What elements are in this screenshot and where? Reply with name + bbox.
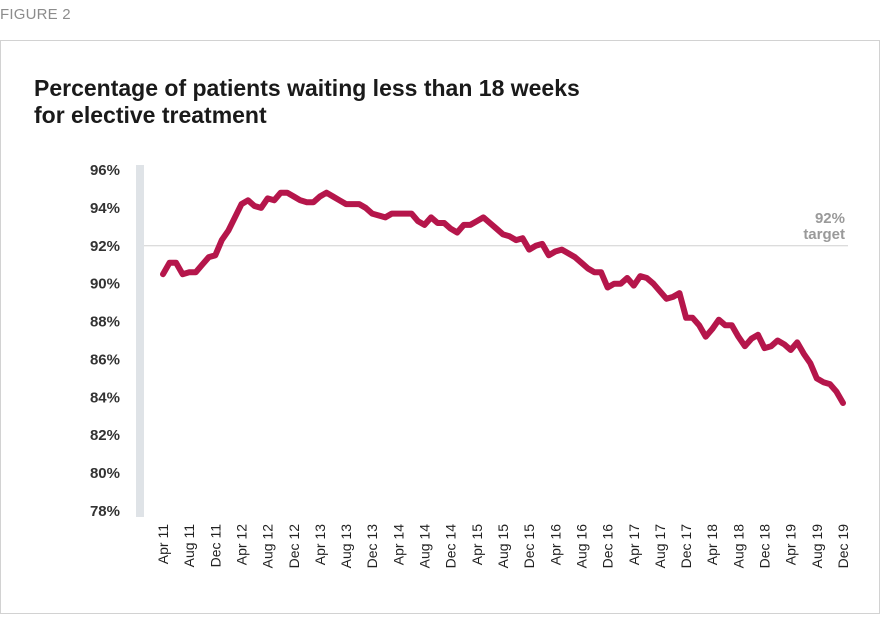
chart-title: Percentage of patients waiting less than… — [34, 75, 674, 129]
y-axis-bar — [136, 165, 144, 517]
x-tick-label: Dec 17 — [678, 524, 694, 569]
y-tick-label: 94% — [90, 200, 120, 217]
x-tick-label: Apr 17 — [626, 524, 642, 565]
chart-title-line-1: Percentage of patients waiting less than… — [34, 75, 580, 101]
y-tick-label: 88% — [90, 314, 120, 331]
x-tick-label: Dec 18 — [757, 524, 773, 569]
x-tick-label: Aug 19 — [809, 524, 825, 569]
target-label-text: target — [803, 226, 845, 243]
x-tick-label: Aug 16 — [573, 524, 589, 569]
x-tick-label: Apr 15 — [469, 524, 485, 565]
x-tick-label: Apr 12 — [233, 524, 249, 565]
chart-title-line-2: for elective treatment — [34, 102, 267, 128]
x-tick-label: Aug 11 — [181, 524, 197, 568]
x-tick-label: Aug 17 — [652, 524, 668, 569]
x-tick-label: Dec 19 — [835, 524, 851, 569]
x-tick-label: Aug 18 — [730, 524, 746, 569]
y-tick-label: 80% — [90, 465, 120, 482]
x-tick-label: Apr 16 — [547, 524, 563, 565]
x-tick-label: Dec 13 — [364, 524, 380, 569]
x-tick-label: Dec 12 — [286, 524, 302, 569]
x-tick-label: Dec 11 — [207, 524, 223, 568]
y-tick-label: 82% — [90, 427, 120, 444]
figure-label: FIGURE 2 — [0, 6, 71, 23]
x-tick-label: Apr 14 — [390, 524, 406, 565]
y-tick-label: 96% — [90, 162, 120, 179]
x-tick-label: Apr 13 — [312, 524, 328, 565]
x-tick-label: Apr 19 — [783, 524, 799, 565]
x-tick-label: Aug 12 — [260, 524, 276, 569]
x-tick-label: Dec 16 — [600, 524, 616, 569]
x-tick-labels: Apr 11 Aug 11 Dec 11 Apr 12 Aug 12 Dec 12 Apr … — [155, 524, 851, 569]
y-tick-label: 78% — [90, 503, 120, 520]
x-tick-label: Dec 15 — [521, 524, 537, 569]
y-tick-label: 90% — [90, 276, 120, 293]
x-tick-label: Aug 15 — [495, 524, 511, 569]
y-tick-label: 84% — [90, 389, 120, 406]
x-tick-label: Apr 11 — [155, 524, 171, 564]
target-label-value: 92% — [815, 210, 845, 227]
x-tick-label: Aug 13 — [338, 524, 354, 569]
y-tick-labels: 96% 94% 92% 90% 88% 86% 84% 82% 80% 78% — [90, 162, 120, 520]
series-line — [160, 189, 846, 406]
y-tick-label: 92% — [90, 238, 120, 255]
x-tick-label: Apr 18 — [704, 524, 720, 565]
x-tick-label: Dec 14 — [443, 524, 459, 569]
y-tick-label: 86% — [90, 351, 120, 368]
x-tick-label: Aug 14 — [417, 524, 433, 569]
